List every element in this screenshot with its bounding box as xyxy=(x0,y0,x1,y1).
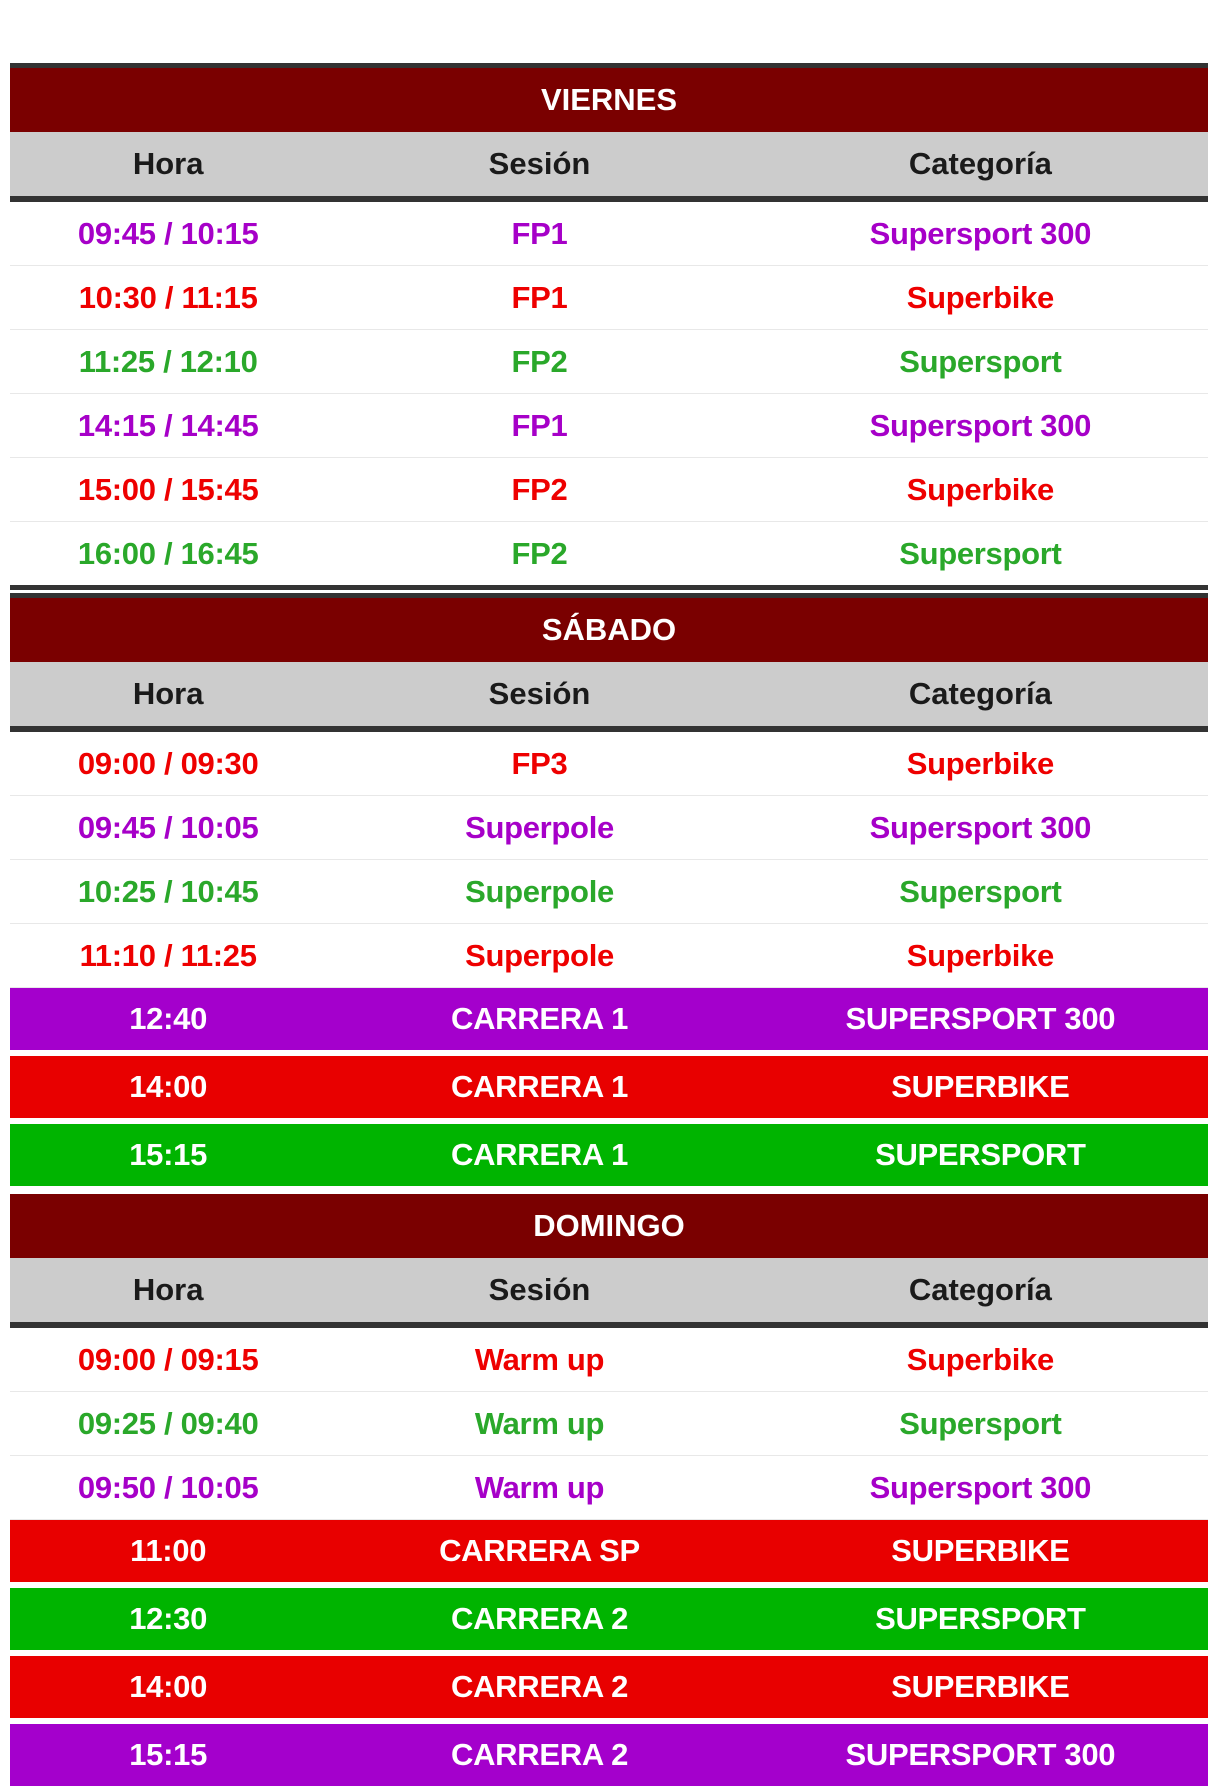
cell-categoria: Superbike xyxy=(752,265,1208,330)
cell-categoria: SUPERSPORT 300 xyxy=(752,1721,1208,1792)
cell-sesion: CARRERA 1 xyxy=(326,1053,753,1124)
cell-categoria: Supersport xyxy=(752,329,1208,394)
race-row: 12:30 CARRERA 2 SUPERSPORT xyxy=(10,1585,1208,1656)
column-header-sesion: Sesión xyxy=(326,132,753,202)
cell-sesion: FP2 xyxy=(326,457,753,522)
cell-sesion: CARRERA 1 xyxy=(326,1121,753,1192)
race-row: 14:00 CARRERA 2 SUPERBIKE xyxy=(10,1653,1208,1724)
cell-sesion: CARRERA 2 xyxy=(326,1653,753,1724)
cell-sesion: CARRERA SP xyxy=(326,1519,753,1588)
cell-sesion: CARRERA 2 xyxy=(326,1585,753,1656)
session-row: 09:25 / 09:40 Warm up Supersport xyxy=(10,1391,1208,1456)
cell-hora: 12:30 xyxy=(10,1585,327,1656)
day-title: VIERNES xyxy=(10,63,1208,132)
cell-hora: 09:00 / 09:30 xyxy=(10,729,327,796)
cell-hora: 09:45 / 10:15 xyxy=(10,199,327,266)
cell-hora: 10:30 / 11:15 xyxy=(10,265,327,330)
cell-sesion: FP3 xyxy=(326,729,753,796)
day-title: DOMINGO xyxy=(10,1194,1208,1258)
column-header-hora: Hora xyxy=(10,1258,327,1328)
cell-sesion: FP1 xyxy=(326,393,753,458)
cell-categoria: Supersport 300 xyxy=(752,795,1208,860)
column-header-categoria: Categoría xyxy=(752,662,1208,732)
session-row: 11:10 / 11:25 Superpole Superbike xyxy=(10,923,1208,988)
column-header-hora: Hora xyxy=(10,662,327,732)
cell-categoria: Supersport 300 xyxy=(752,1455,1208,1520)
cell-categoria: Superbike xyxy=(752,457,1208,522)
cell-sesion: FP2 xyxy=(326,329,753,394)
cell-sesion: Warm up xyxy=(326,1325,753,1392)
cell-hora: 09:45 / 10:05 xyxy=(10,795,327,860)
cell-categoria: Supersport 300 xyxy=(752,199,1208,266)
cell-sesion: FP1 xyxy=(326,265,753,330)
cell-hora: 11:00 xyxy=(10,1519,327,1588)
cell-hora: 14:00 xyxy=(10,1053,327,1124)
column-header-categoria: Categoría xyxy=(752,132,1208,202)
cell-sesion: FP2 xyxy=(326,521,753,590)
column-header-categoria: Categoría xyxy=(752,1258,1208,1328)
cell-hora: 09:00 / 09:15 xyxy=(10,1325,327,1392)
cell-categoria: SUPERBIKE xyxy=(752,1053,1208,1124)
session-row: 10:30 / 11:15 FP1 Superbike xyxy=(10,265,1208,330)
cell-sesion: CARRERA 2 xyxy=(326,1721,753,1792)
cell-sesion: Superpole xyxy=(326,795,753,860)
schedule-table-domingo: DOMINGO Hora Sesión Categoría 09:00 / 09:15 W… xyxy=(10,1194,1208,1792)
cell-categoria: Supersport xyxy=(752,521,1208,590)
cell-sesion: Warm up xyxy=(326,1455,753,1520)
cell-sesion: FP1 xyxy=(326,199,753,266)
cell-hora: 15:00 / 15:45 xyxy=(10,457,327,522)
cell-hora: 12:40 xyxy=(10,987,327,1056)
session-row: 09:00 / 09:15 Warm up Superbike xyxy=(10,1325,1208,1392)
race-row: 12:40 CARRERA 1 SUPERSPORT 300 xyxy=(10,987,1208,1056)
cell-categoria: SUPERSPORT xyxy=(752,1585,1208,1656)
cell-hora: 14:15 / 14:45 xyxy=(10,393,327,458)
session-row: 16:00 / 16:45 FP2 Supersport xyxy=(10,521,1208,590)
schedule-table-viernes: VIERNES Hora Sesión Categoría 09:45 / 10:15 F… xyxy=(10,63,1208,590)
cell-categoria: Superbike xyxy=(752,923,1208,988)
cell-hora: 15:15 xyxy=(10,1721,327,1792)
cell-hora: 11:25 / 12:10 xyxy=(10,329,327,394)
race-row: 15:15 CARRERA 2 SUPERSPORT 300 xyxy=(10,1721,1208,1792)
column-header-sesion: Sesión xyxy=(326,662,753,732)
session-row: 09:45 / 10:15 FP1 Supersport 300 xyxy=(10,199,1208,266)
race-row: 14:00 CARRERA 1 SUPERBIKE xyxy=(10,1053,1208,1124)
cell-hora: 15:15 xyxy=(10,1121,327,1192)
cell-categoria: Supersport xyxy=(752,859,1208,924)
session-row: 09:00 / 09:30 FP3 Superbike xyxy=(10,729,1208,796)
session-row: 14:15 / 14:45 FP1 Supersport 300 xyxy=(10,393,1208,458)
race-row: 15:15 CARRERA 1 SUPERSPORT xyxy=(10,1121,1208,1192)
cell-categoria: Supersport 300 xyxy=(752,393,1208,458)
cell-sesion: Superpole xyxy=(326,923,753,988)
schedule-table-sábado: SÁBADO Hora Sesión Categoría 09:00 / 09:30 FP… xyxy=(10,593,1208,1192)
cell-categoria: SUPERSPORT xyxy=(752,1121,1208,1192)
cell-hora: 09:25 / 09:40 xyxy=(10,1391,327,1456)
session-row: 15:00 / 15:45 FP2 Superbike xyxy=(10,457,1208,522)
cell-categoria: Supersport xyxy=(752,1391,1208,1456)
column-header-sesion: Sesión xyxy=(326,1258,753,1328)
cell-hora: 14:00 xyxy=(10,1653,327,1724)
cell-hora: 11:10 / 11:25 xyxy=(10,923,327,988)
cell-sesion: Superpole xyxy=(326,859,753,924)
session-row: 11:25 / 12:10 FP2 Supersport xyxy=(10,329,1208,394)
cell-categoria: SUPERBIKE xyxy=(752,1519,1208,1588)
cell-categoria: SUPERBIKE xyxy=(752,1653,1208,1724)
session-row: 09:45 / 10:05 Superpole Supersport 300 xyxy=(10,795,1208,860)
cell-categoria: SUPERSPORT 300 xyxy=(752,987,1208,1056)
session-row: 10:25 / 10:45 Superpole Supersport xyxy=(10,859,1208,924)
cell-categoria: Superbike xyxy=(752,729,1208,796)
column-header-hora: Hora xyxy=(10,132,327,202)
cell-hora: 09:50 / 10:05 xyxy=(10,1455,327,1520)
session-row: 09:50 / 10:05 Warm up Supersport 300 xyxy=(10,1455,1208,1520)
race-row: 11:00 CARRERA SP SUPERBIKE xyxy=(10,1519,1208,1588)
cell-hora: 16:00 / 16:45 xyxy=(10,521,327,590)
cell-sesion: CARRERA 1 xyxy=(326,987,753,1056)
cell-sesion: Warm up xyxy=(326,1391,753,1456)
day-title: SÁBADO xyxy=(10,593,1208,662)
cell-hora: 10:25 / 10:45 xyxy=(10,859,327,924)
cell-categoria: Superbike xyxy=(752,1325,1208,1392)
